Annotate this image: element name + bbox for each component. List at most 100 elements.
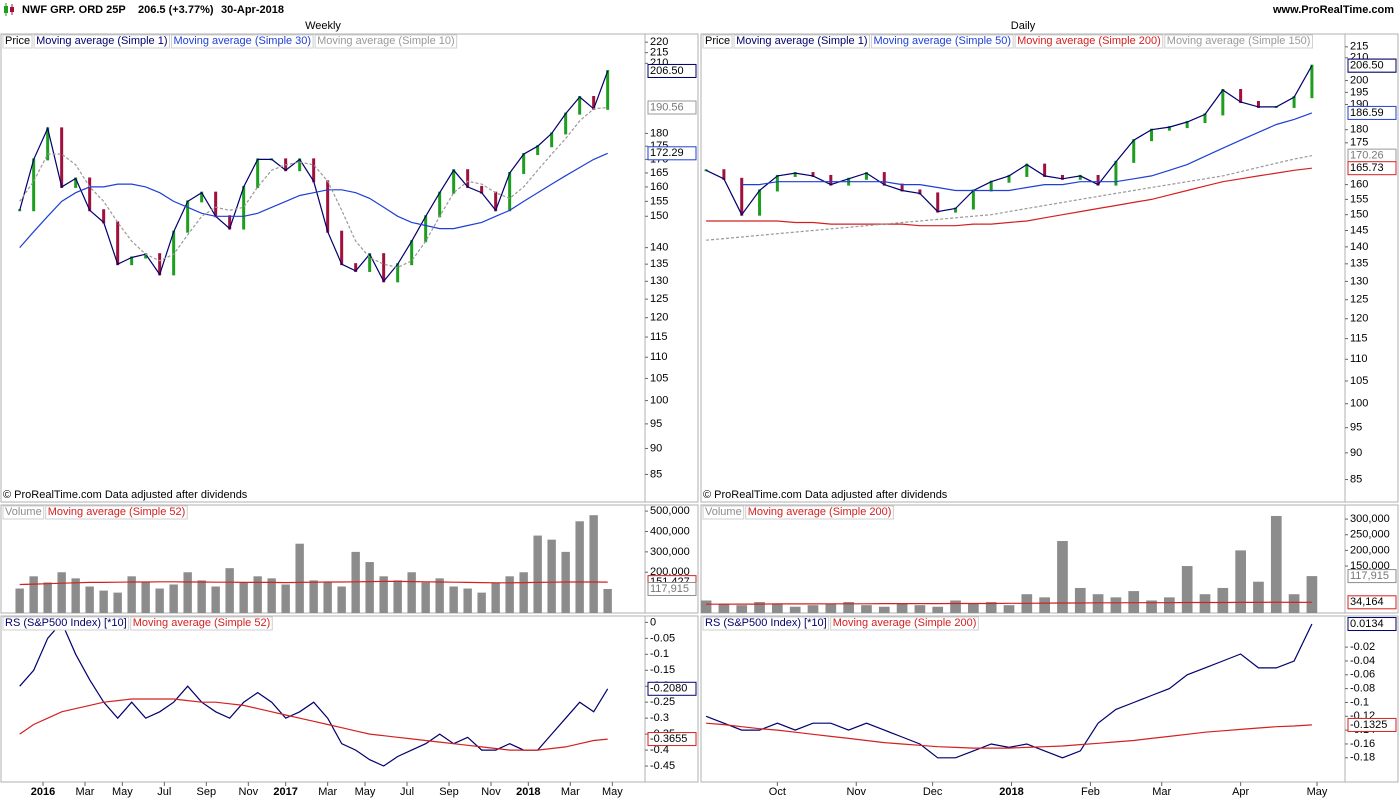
value-tag-label: -0.2080 bbox=[650, 683, 687, 695]
x-tick-label: 2018 bbox=[516, 786, 540, 798]
volume-bar bbox=[985, 602, 997, 613]
volume-bar bbox=[807, 605, 819, 613]
value-tag bbox=[1347, 717, 1397, 732]
value-tag-label: 117,915 bbox=[650, 583, 689, 595]
series-line bbox=[705, 65, 1313, 216]
y-tick-label: 155 bbox=[1350, 193, 1368, 205]
value-tag-label: -0.3655 bbox=[650, 733, 687, 745]
legend-box bbox=[830, 616, 979, 631]
volume-bar bbox=[1306, 576, 1318, 613]
symbol: NWF GRP. ORD 25P bbox=[22, 4, 126, 16]
x-tick-label: Oct bbox=[769, 786, 786, 798]
y-tick-label: -0.16 bbox=[1350, 738, 1375, 750]
y-tick-label: 215 bbox=[1350, 41, 1368, 53]
volume-bar bbox=[43, 582, 52, 613]
y-tick-label: -0.3 bbox=[650, 712, 669, 724]
candle bbox=[1167, 126, 1171, 131]
x-tick-label: May bbox=[112, 786, 133, 798]
plot-area bbox=[701, 515, 1318, 613]
legend-box bbox=[1164, 34, 1313, 49]
volume-bar bbox=[1181, 566, 1193, 613]
x-tick-label: Mar bbox=[561, 786, 580, 798]
volume-bar bbox=[267, 578, 276, 613]
y-tick-label: 220 bbox=[650, 36, 668, 48]
y-tick-label: 150 bbox=[650, 210, 668, 222]
volume-bar bbox=[701, 600, 712, 613]
y-tick-label: -0.25 bbox=[650, 696, 675, 708]
legend-entry: Price bbox=[705, 35, 730, 47]
candle bbox=[466, 169, 470, 188]
panel-frame bbox=[700, 33, 1399, 503]
y-tick-label: 105 bbox=[1350, 375, 1368, 387]
value-tag bbox=[647, 681, 697, 696]
legend-box bbox=[130, 616, 273, 631]
candle bbox=[354, 263, 358, 272]
y-tick-label: 90 bbox=[650, 442, 662, 454]
icon bbox=[4, 6, 8, 13]
volume-bar bbox=[861, 605, 872, 613]
plot-area bbox=[704, 64, 1314, 241]
candle bbox=[1310, 64, 1314, 99]
candle bbox=[1078, 174, 1082, 180]
y-tick-label: -0.1 bbox=[1350, 696, 1369, 708]
plot-area bbox=[18, 69, 610, 283]
y-tick-label: -0.05 bbox=[650, 632, 675, 644]
volume-bar bbox=[169, 584, 178, 613]
candle bbox=[368, 253, 372, 272]
x-tick-label: May bbox=[355, 786, 376, 798]
legend-entry: Moving average (Simple 52) bbox=[48, 506, 186, 518]
volume-bar bbox=[141, 582, 150, 613]
volume-bar bbox=[281, 584, 290, 613]
legend-entry: RS (S&P500 Index) [*10] bbox=[705, 617, 827, 629]
legend-entry: Moving average (Simple 52) bbox=[133, 617, 271, 629]
value-tag bbox=[647, 732, 697, 747]
y-tick-label: 95 bbox=[650, 418, 662, 430]
y-tick-label: -0.1 bbox=[650, 648, 669, 660]
y-tick-label: 150,000 bbox=[1350, 560, 1390, 572]
candle bbox=[494, 191, 498, 212]
annotation: © ProRealTime.com Data adjusted after di… bbox=[3, 489, 248, 501]
volume-bar bbox=[113, 592, 122, 613]
series-line bbox=[706, 155, 1313, 241]
y-tick-label: 250,000 bbox=[1350, 529, 1390, 541]
value-tag bbox=[647, 146, 697, 161]
candle bbox=[326, 180, 330, 233]
volume-bar bbox=[603, 588, 612, 613]
candle bbox=[88, 177, 92, 212]
volume-bar bbox=[15, 588, 24, 613]
candle bbox=[1096, 174, 1100, 186]
y-tick-label: 160 bbox=[650, 181, 668, 193]
y-tick-label: 180 bbox=[1350, 124, 1368, 136]
x-tick-label: Jul bbox=[400, 786, 414, 798]
panel-title: Daily bbox=[1011, 20, 1036, 32]
candle bbox=[1239, 88, 1243, 104]
candle bbox=[1114, 160, 1118, 186]
y-tick-label: 135 bbox=[1350, 258, 1368, 270]
y-tick-label: 195 bbox=[1350, 86, 1368, 98]
legend-entry: Price bbox=[5, 35, 30, 47]
value-tag bbox=[647, 63, 697, 78]
y-tick-label: 85 bbox=[1350, 473, 1362, 485]
volume-bar bbox=[1235, 550, 1246, 613]
panel: 0-0.05-0.1-0.15-0.2-0.25-0.3-0.35-0.4-0.… bbox=[0, 615, 699, 798]
candle bbox=[522, 153, 526, 174]
x-tick-label: Dec bbox=[923, 786, 943, 798]
volume-bar bbox=[365, 562, 374, 613]
candle bbox=[1060, 174, 1064, 180]
panel-title: Weekly bbox=[305, 20, 341, 32]
value-tag-label: 0.0134 bbox=[1350, 618, 1384, 630]
y-tick-label: 140 bbox=[650, 242, 668, 254]
volume-bar bbox=[421, 582, 430, 613]
legend-entry: Moving average (Simple 50) bbox=[874, 35, 1012, 47]
y-tick-label: 120 bbox=[650, 312, 668, 324]
x-tick-label: Feb bbox=[1081, 786, 1100, 798]
legend-entry: Volume bbox=[5, 506, 42, 518]
quote: 206.5 (+3.77%) bbox=[138, 4, 214, 16]
header: NWF GRP. ORD 25P 206.5 (+3.77%) 30-Apr-2… bbox=[4, 3, 1394, 16]
candle bbox=[60, 127, 64, 188]
volume-bar bbox=[519, 572, 528, 613]
candle bbox=[1221, 88, 1225, 116]
legend-box bbox=[702, 616, 830, 631]
volume-bar bbox=[57, 572, 66, 613]
